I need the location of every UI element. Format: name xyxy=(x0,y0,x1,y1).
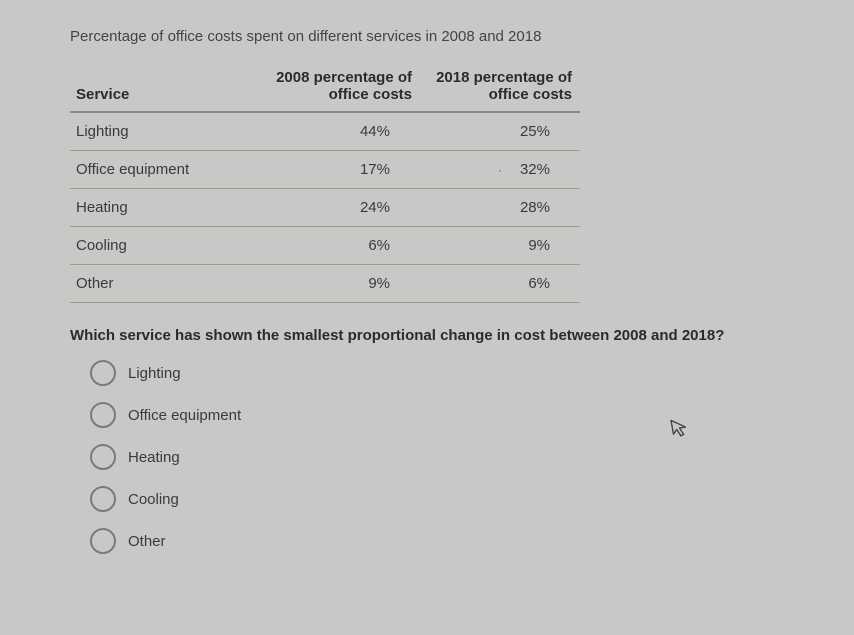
cell-service: Office equipment xyxy=(70,151,260,189)
cell-2008: 44% xyxy=(260,112,420,151)
option-cooling[interactable]: Cooling xyxy=(90,486,784,512)
table-row: Cooling 6% 9% xyxy=(70,227,580,265)
option-label: Heating xyxy=(128,449,180,466)
table-row: Heating 24% 28% xyxy=(70,189,580,227)
radio-icon xyxy=(90,402,116,428)
cell-2018: 6% xyxy=(420,265,580,303)
cell-2008: 17% xyxy=(260,151,420,189)
options-group: Lighting Office equipment Heating Coolin… xyxy=(70,360,784,554)
page-title: Percentage of office costs spent on diff… xyxy=(70,28,784,45)
cell-2008: 24% xyxy=(260,189,420,227)
option-lighting[interactable]: Lighting xyxy=(90,360,784,386)
cell-2018: 25% xyxy=(420,112,580,151)
option-label: Office equipment xyxy=(128,407,241,424)
stray-mark: · xyxy=(498,163,502,177)
costs-table: Service 2008 percentage of office costs … xyxy=(70,65,580,303)
option-heating[interactable]: Heating xyxy=(90,444,784,470)
cell-2018: 9% xyxy=(420,227,580,265)
option-label: Cooling xyxy=(128,491,179,508)
cell-service: Heating xyxy=(70,189,260,227)
cell-service: Lighting xyxy=(70,112,260,151)
radio-icon xyxy=(90,360,116,386)
radio-icon xyxy=(90,444,116,470)
cell-2018: 28% xyxy=(420,189,580,227)
table-row: Office equipment 17% ·32% xyxy=(70,151,580,189)
table-row: Lighting 44% 25% xyxy=(70,112,580,151)
option-other[interactable]: Other xyxy=(90,528,784,554)
table-row: Other 9% 6% xyxy=(70,265,580,303)
option-label: Other xyxy=(128,533,166,550)
option-label: Lighting xyxy=(128,365,181,382)
header-2008: 2008 percentage of office costs xyxy=(260,65,420,112)
question-text: Which service has shown the smallest pro… xyxy=(70,327,784,344)
cell-2018: ·32% xyxy=(420,151,580,189)
cell-2008: 6% xyxy=(260,227,420,265)
cell-service: Other xyxy=(70,265,260,303)
radio-icon xyxy=(90,528,116,554)
cell-2008: 9% xyxy=(260,265,420,303)
header-2018: 2018 percentage of office costs xyxy=(420,65,580,112)
table-header-row: Service 2008 percentage of office costs … xyxy=(70,65,580,112)
header-service: Service xyxy=(70,65,260,112)
radio-icon xyxy=(90,486,116,512)
cell-service: Cooling xyxy=(70,227,260,265)
